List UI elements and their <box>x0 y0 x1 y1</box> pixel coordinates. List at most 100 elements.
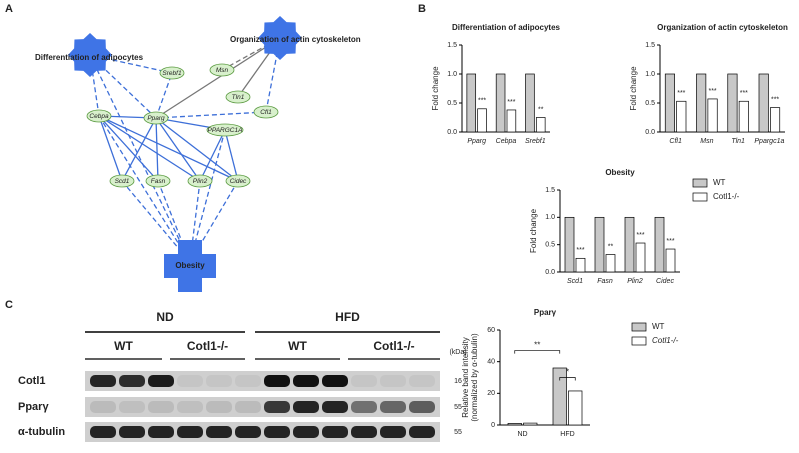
edge <box>155 117 201 182</box>
x-tick-label: Fasn <box>597 278 613 285</box>
edge <box>98 115 191 263</box>
significance-label: *** <box>636 232 644 239</box>
legend-label: Cotl1-/- <box>713 192 740 201</box>
band <box>206 375 232 387</box>
band <box>119 426 145 438</box>
band <box>119 401 145 413</box>
gene-node <box>206 123 244 137</box>
bar <box>507 423 522 426</box>
genotype-label: WT <box>288 339 307 353</box>
significance-label: *** <box>507 99 515 106</box>
band <box>380 375 406 387</box>
y-axis-label: Fold change <box>529 208 538 253</box>
x-tick-label: Ppargc1a <box>754 138 784 145</box>
band <box>264 375 290 387</box>
band <box>177 401 203 413</box>
bar <box>523 422 538 426</box>
x-tick-label: ND <box>517 431 527 438</box>
band <box>293 426 319 438</box>
panel-label: C <box>5 299 13 311</box>
bar <box>635 242 646 273</box>
significance-label: *** <box>708 88 716 95</box>
band <box>293 375 319 387</box>
band <box>235 375 261 387</box>
legend-swatch <box>692 192 708 202</box>
edge <box>98 115 123 182</box>
gene-node <box>143 111 169 125</box>
edge <box>199 129 226 182</box>
legend-label: WT <box>652 322 665 331</box>
edge <box>155 37 281 119</box>
y-axis-label: Relative band intensity <box>461 337 470 418</box>
x-tick-label: Cidec <box>656 278 674 285</box>
band <box>409 426 435 438</box>
bar <box>594 216 605 273</box>
condition-label: ND <box>156 310 174 324</box>
bar <box>535 117 546 133</box>
band <box>380 401 406 413</box>
band <box>235 426 261 438</box>
significance-label: *** <box>576 247 584 254</box>
x-tick-label: Cebpa <box>496 138 517 145</box>
annotation: * <box>566 368 569 377</box>
bar <box>676 100 687 133</box>
gene-label: Cfl1 <box>260 109 272 116</box>
genotype-label: WT <box>114 339 133 353</box>
edge <box>224 129 239 182</box>
y-tick-label: 0 <box>491 422 495 429</box>
edge <box>89 54 191 263</box>
genotype-label: Cotl1-/- <box>187 339 228 353</box>
bar <box>466 73 477 133</box>
bracket <box>514 350 561 354</box>
node-label: Organization of actin cytoskeleton <box>230 35 361 44</box>
y-tick-label: 0.0 <box>545 269 555 276</box>
gene-node <box>86 109 112 123</box>
gene-node <box>209 63 235 77</box>
node-label: Obesity <box>175 261 205 270</box>
band <box>322 375 348 387</box>
band <box>351 426 377 438</box>
edge <box>265 37 281 113</box>
row-label: Cotl1 <box>18 375 46 387</box>
gene-node <box>225 90 251 104</box>
bar <box>575 257 586 273</box>
blot-strip <box>85 371 440 391</box>
gene-node <box>225 174 251 188</box>
y-tick-label: 60 <box>487 327 495 334</box>
y-axis-label: Fold change <box>629 66 638 111</box>
bar <box>707 98 718 133</box>
gene-label: Plin2 <box>193 178 208 185</box>
legend-swatch <box>631 336 647 346</box>
band <box>148 375 174 387</box>
disease-node <box>164 240 216 292</box>
significance-label: ** <box>538 106 544 113</box>
bar <box>654 216 665 273</box>
gene-label: Cebpa <box>89 113 109 120</box>
gene-label: Cidec <box>230 178 247 185</box>
x-tick-label: HFD <box>560 431 574 438</box>
bar <box>477 108 487 133</box>
node-label: Differentiation of adipocytes <box>35 53 144 62</box>
y-tick-label: 0.5 <box>545 242 555 249</box>
bar <box>696 73 707 133</box>
band <box>322 401 348 413</box>
bar <box>770 107 781 133</box>
bar <box>495 73 506 133</box>
y-tick-label: 1.5 <box>545 187 555 194</box>
band <box>90 426 116 438</box>
significance-label: *** <box>478 98 486 105</box>
band <box>206 426 232 438</box>
x-tick-label: Cfl1 <box>669 138 682 145</box>
x-tick-label: Srebf1 <box>525 138 546 145</box>
kda-label: 55 <box>454 404 462 411</box>
row-label: α-tubulin <box>18 426 65 438</box>
western-blot: ND HFD WT Cotl1-/- WT Cotl1-/- (kDa) Cotl1 16 Ppa… <box>18 310 467 442</box>
bar <box>758 73 769 133</box>
gene-label: Pparg <box>147 115 165 122</box>
chart-title: Obesity <box>605 168 635 177</box>
band <box>264 401 290 413</box>
band <box>177 375 203 387</box>
x-tick-label: Pparg <box>467 138 486 145</box>
edge <box>155 117 239 182</box>
